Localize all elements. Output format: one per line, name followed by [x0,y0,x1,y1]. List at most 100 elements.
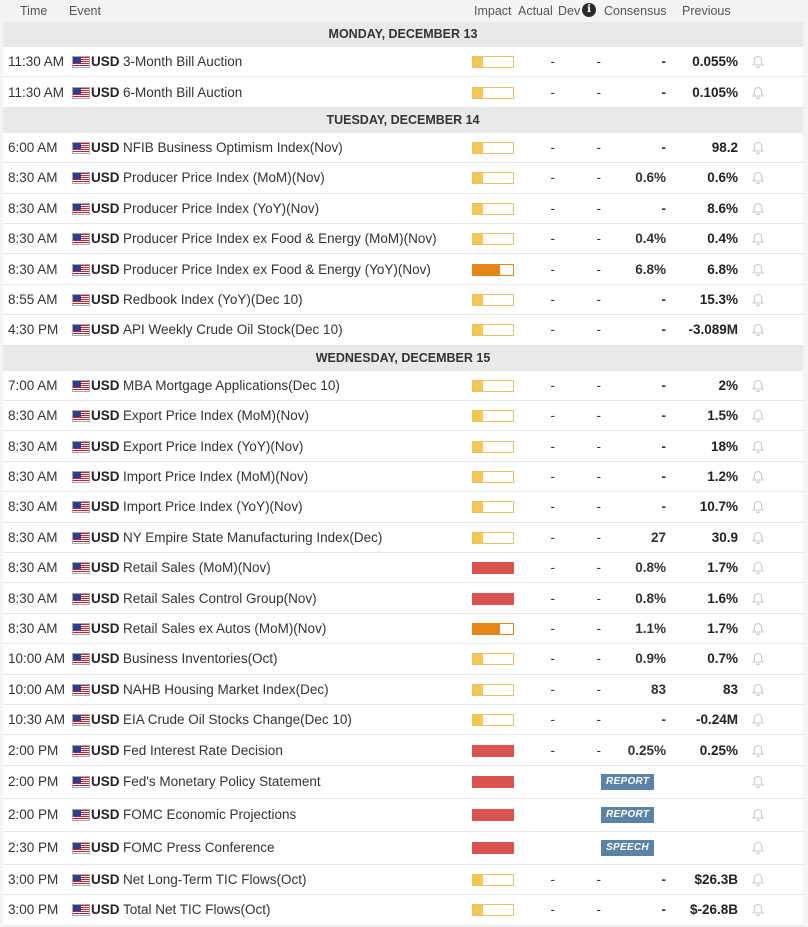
bell-icon[interactable] [751,622,765,636]
us-flag-icon [72,293,90,306]
event-name[interactable]: API Weekly Crude Oil Stock(Dec 10) [123,322,343,338]
bell-icon[interactable] [751,293,765,307]
event-name[interactable]: Fed's Monetary Policy Statement [123,774,321,790]
event-name[interactable]: Import Price Index (YoY)(Nov) [123,499,303,515]
bell-icon[interactable] [751,86,765,100]
bell-icon[interactable] [751,440,765,454]
bell-icon[interactable] [751,808,765,822]
event-row[interactable]: 2:00 PM USD FOMC Economic Projections REPOR… [3,798,803,832]
event-name[interactable]: Retail Sales (MoM)(Nov) [123,560,271,576]
bell-icon[interactable] [751,561,765,575]
event-currency: USD [91,712,120,728]
event-currency: USD [91,200,120,216]
bell-icon[interactable] [751,379,765,393]
event-time: 10:30 AM [8,712,66,728]
event-row[interactable]: 8:30 AM USD Producer Price Index (YoY)(Nov… [3,193,803,224]
bell-icon[interactable] [751,652,765,666]
event-name[interactable]: Total Net TIC Flows(Oct) [123,902,271,918]
bell-icon[interactable] [751,470,765,484]
event-currency: USD [91,840,120,856]
event-row[interactable]: 2:00 PM USD Fed Interest Rate Decision - - 0.… [3,735,803,766]
impact-indicator-low [472,379,514,392]
event-name[interactable]: NAHB Housing Market Index(Dec) [123,681,329,697]
event-name[interactable]: Redbook Index (YoY)(Dec 10) [123,291,303,307]
event-name[interactable]: MBA Mortgage Applications(Dec 10) [123,377,340,393]
day-header: MONDAY, DECEMBER 13 [3,22,803,47]
consensus-value: - [661,871,667,887]
bell-icon[interactable] [751,873,765,887]
event-name[interactable]: Producer Price Index (MoM)(Nov) [123,170,325,186]
event-row[interactable]: 8:30 AM USD Retail Sales Control Group(Nov… [3,583,803,614]
actual-value: - [550,468,556,484]
event-row[interactable]: 8:30 AM USD Producer Price Index ex Food &… [3,224,803,255]
bell-icon[interactable] [751,531,765,545]
event-row[interactable]: 6:00 AM USD NFIB Business Optimism Index(N… [3,132,803,164]
event-row[interactable]: 8:30 AM USD Export Price Index (YoY)(Nov) -… [3,431,803,462]
event-name[interactable]: Producer Price Index ex Food & Energy (M… [123,231,437,247]
event-name[interactable]: NY Empire State Manufacturing Index(Dec) [123,529,383,545]
bell-icon[interactable] [751,903,765,917]
bell-icon[interactable] [751,713,765,727]
event-name[interactable]: Business Inventories(Oct) [123,651,278,667]
event-row[interactable]: 3:00 PM USD Total Net TIC Flows(Oct) - - - $-2… [3,895,803,926]
bell-icon[interactable] [751,171,765,185]
event-name[interactable]: 3-Month Bill Auction [123,54,243,70]
bell-icon[interactable] [751,683,765,697]
bell-icon[interactable] [751,232,765,246]
info-icon[interactable]: i [582,3,596,17]
event-row[interactable]: 8:30 AM USD Retail Sales (MoM)(Nov) - - 0.8% 1… [3,553,803,584]
bell-icon[interactable] [751,263,765,277]
event-type-badge[interactable]: SPEECH [601,840,654,857]
event-name[interactable]: Fed Interest Rate Decision [123,742,283,758]
event-name[interactable]: Producer Price Index (YoY)(Nov) [123,200,320,216]
bell-icon[interactable] [751,409,765,423]
event-row[interactable]: 8:30 AM USD Producer Price Index ex Food &… [3,254,803,285]
event-row[interactable]: 8:30 AM USD Import Price Index (YoY)(Nov) -… [3,492,803,523]
actual-value: - [550,139,556,155]
bell-icon[interactable] [751,55,765,69]
event-row[interactable]: 11:30 AM USD 6-Month Bill Auction - - - 0.105% [3,77,803,108]
bell-icon[interactable] [751,500,765,514]
event-row[interactable]: 10:00 AM USD Business Inventories(Oct) - - 0.… [3,644,803,675]
event-row[interactable]: 2:30 PM USD FOMC Press Conference SPEECH [3,831,803,865]
consensus-value: - [661,468,667,484]
event-type-badge[interactable]: REPORT [601,774,655,791]
event-row[interactable]: 10:30 AM USD EIA Crude Oil Stocks Change(D… [3,705,803,736]
bell-icon[interactable] [751,841,765,855]
bell-icon[interactable] [751,775,765,789]
event-row[interactable]: 4:30 PM USD API Weekly Crude Oil Stock(Dec… [3,315,803,346]
bell-icon[interactable] [751,202,765,216]
event-name[interactable]: Import Price Index (MoM)(Nov) [123,468,309,484]
event-name[interactable]: EIA Crude Oil Stocks Change(Dec 10) [123,712,352,728]
previous-value: 1.7% [707,560,738,576]
event-row[interactable]: 8:30 AM USD Retail Sales ex Autos (MoM)(No… [3,613,803,645]
event-row[interactable]: 8:30 AM USD NY Empire State Manufacturing … [3,522,803,553]
event-row[interactable]: 8:55 AM USD Redbook Index (YoY)(Dec 10) - - -… [3,284,803,316]
event-name[interactable]: Retail Sales ex Autos (MoM)(Nov) [123,620,327,636]
bell-icon[interactable] [751,744,765,758]
actual-value: - [550,170,556,186]
event-name[interactable]: 6-Month Bill Auction [123,84,243,100]
event-name[interactable]: Net Long-Term TIC Flows(Oct) [123,871,307,887]
event-currency: USD [91,54,120,70]
event-name[interactable]: NFIB Business Optimism Index(Nov) [123,139,343,155]
event-row[interactable]: 8:30 AM USD Import Price Index (MoM)(Nov) -… [3,461,803,493]
event-name[interactable]: FOMC Economic Projections [123,807,297,823]
event-row[interactable]: 8:30 AM USD Producer Price Index (MoM)(Nov… [3,163,803,194]
event-row[interactable]: 7:00 AM USD MBA Mortgage Applications(Dec … [3,370,803,401]
event-row[interactable]: 11:30 AM USD 3-Month Bill Auction - - - 0.055% [3,47,803,78]
event-type-badge[interactable]: REPORT [601,807,655,824]
event-row[interactable]: 8:30 AM USD Export Price Index (MoM)(Nov) -… [3,401,803,432]
event-row[interactable]: 2:00 PM USD Fed's Monetary Policy Statemen… [3,765,803,799]
event-row[interactable]: 10:00 AM USD NAHB Housing Market Index(Dec… [3,674,803,705]
event-name[interactable]: Retail Sales Control Group(Nov) [123,590,317,606]
event-name[interactable]: Producer Price Index ex Food & Energy (Y… [123,261,431,277]
us-flag-icon [72,202,90,215]
bell-icon[interactable] [751,592,765,606]
event-row[interactable]: 3:00 PM USD Net Long-Term TIC Flows(Oct) - -… [3,864,803,896]
event-name[interactable]: FOMC Press Conference [123,840,275,856]
event-name[interactable]: Export Price Index (YoY)(Nov) [123,438,304,454]
event-name[interactable]: Export Price Index (MoM)(Nov) [123,408,310,424]
bell-icon[interactable] [751,141,765,155]
bell-icon[interactable] [751,323,765,337]
